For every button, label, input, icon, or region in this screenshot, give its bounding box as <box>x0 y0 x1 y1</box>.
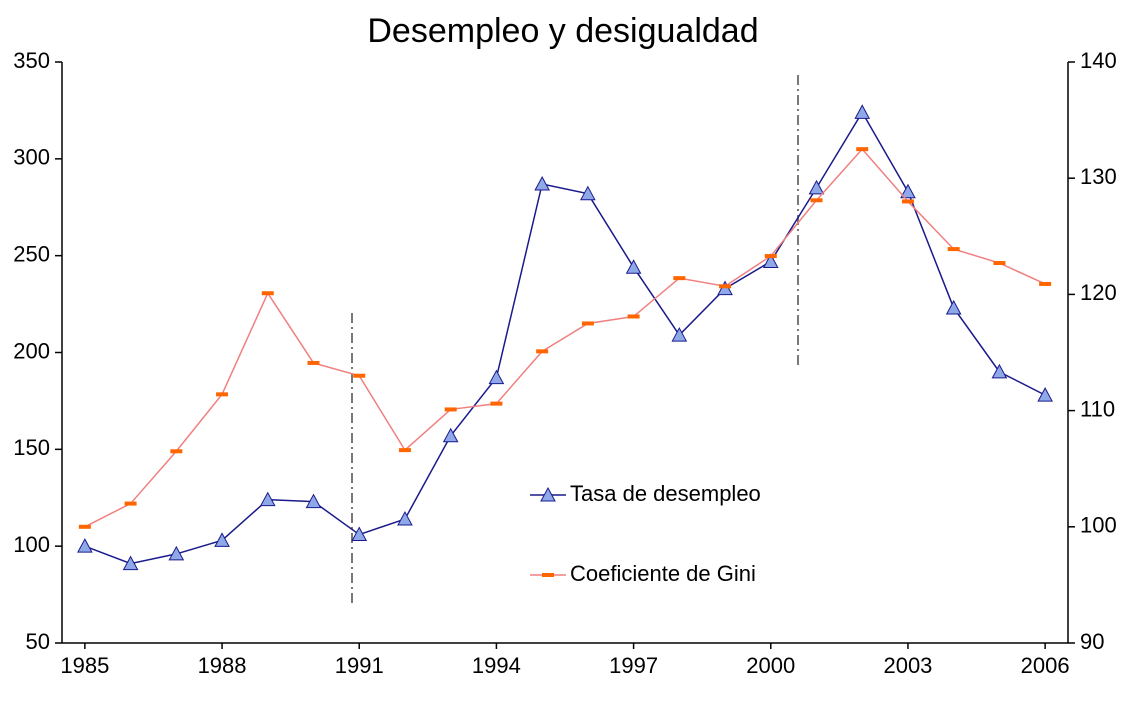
marker <box>170 449 183 454</box>
marker <box>764 254 777 259</box>
y-tick-label: 250 <box>13 241 50 266</box>
marker <box>261 291 274 296</box>
marker <box>216 392 229 397</box>
marker <box>673 276 686 281</box>
marker <box>353 373 366 378</box>
marker <box>671 327 688 342</box>
series-line <box>84 148 1046 528</box>
marker <box>77 538 93 553</box>
marker <box>305 493 322 509</box>
marker <box>945 299 962 315</box>
series-line <box>84 110 1046 565</box>
marker <box>900 183 916 199</box>
marker <box>719 284 732 289</box>
x-tick-label: 1991 <box>335 653 384 678</box>
y2-tick-label: 100 <box>1080 513 1117 538</box>
marker <box>580 185 596 201</box>
marker <box>625 259 642 274</box>
legend-label: Tasa de desempleo <box>570 481 761 506</box>
marker <box>901 199 914 204</box>
y2-tick-label: 140 <box>1080 48 1117 73</box>
legend-marker <box>542 573 554 577</box>
marker <box>442 427 459 443</box>
x-tick-label: 1985 <box>60 653 109 678</box>
x-tick-label: 1997 <box>609 653 658 678</box>
y-tick-label: 50 <box>26 629 50 654</box>
y2-tick-label: 110 <box>1080 396 1115 421</box>
marker <box>762 253 779 268</box>
marker <box>856 147 869 152</box>
marker <box>490 401 503 406</box>
marker <box>351 526 368 542</box>
marker <box>854 104 871 119</box>
x-tick-label: 2006 <box>1021 653 1070 678</box>
y-tick-label: 100 <box>13 532 50 557</box>
marker <box>214 532 230 547</box>
x-tick-label: 2003 <box>883 653 932 678</box>
marker <box>78 524 91 529</box>
marker <box>808 179 825 195</box>
marker <box>534 175 550 191</box>
marker <box>991 363 1008 379</box>
marker <box>627 314 640 319</box>
x-tick-label: 1994 <box>472 653 521 678</box>
marker <box>1037 387 1053 402</box>
chart-title: Desempleo y desigualdad <box>367 12 758 50</box>
marker <box>124 501 137 506</box>
marker <box>398 448 411 453</box>
marker <box>947 247 960 252</box>
marker <box>122 555 139 571</box>
y-tick-label: 200 <box>13 338 50 363</box>
y-tick-label: 300 <box>13 145 50 170</box>
marker <box>536 349 549 354</box>
marker <box>1039 281 1052 286</box>
y-tick-label: 350 <box>13 48 50 73</box>
y-tick-label: 150 <box>13 435 50 460</box>
marker <box>397 510 413 526</box>
marker <box>581 321 594 326</box>
y2-tick-label: 120 <box>1080 280 1117 305</box>
marker <box>810 198 823 203</box>
marker <box>307 360 320 365</box>
y2-tick-label: 90 <box>1080 629 1104 654</box>
x-tick-label: 1988 <box>198 653 247 678</box>
marker <box>488 369 505 385</box>
marker <box>259 491 276 507</box>
x-tick-label: 2000 <box>746 653 795 678</box>
legend-marker <box>540 486 556 502</box>
marker <box>168 545 185 561</box>
y2-tick-label: 130 <box>1080 164 1117 189</box>
marker <box>444 407 457 412</box>
legend-label: Coeficiente de Gini <box>570 561 756 586</box>
marker <box>993 261 1006 266</box>
